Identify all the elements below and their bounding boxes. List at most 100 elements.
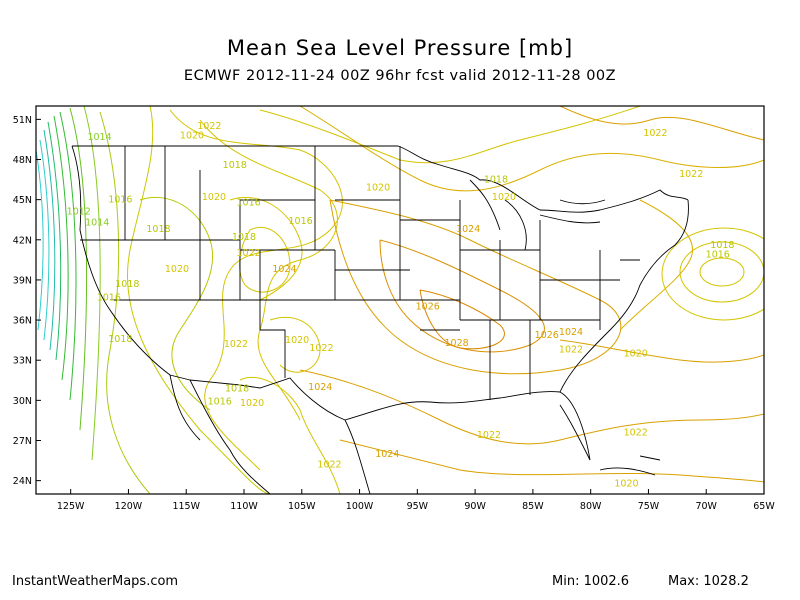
lat-label: 36N [13,316,32,327]
isobar-line [36,149,44,331]
isobar-label: 1028 [445,338,469,349]
isobar-line [339,439,764,483]
isobar-label: 1018 [232,232,256,243]
isobar-label: 1024 [456,224,480,235]
lat-label: 42N [13,235,32,246]
contour-labels: 1014 102010221018102010181020102210221016… [67,121,735,489]
isobar-label: 1016 [208,397,232,408]
isobar-label: 1018 [115,279,139,290]
isobar-label: 1018 [225,383,249,394]
isobar-label: 1022 [237,248,261,259]
isobar-label: 1014 [85,217,109,228]
isobar-label: 1024 [559,327,583,338]
isobar-line [699,257,745,287]
isobar-line [99,111,151,494]
pacific-coast [71,145,191,381]
isobar-line [229,196,303,301]
lat-label: 30N [13,396,32,407]
lon-label: 105W [288,501,316,512]
isobar-line [169,109,343,471]
isobar-label: 1018 [223,160,247,171]
isobar-label: 1026 [535,330,559,341]
isobar-line [329,199,622,375]
isobar-line [379,239,545,353]
isobar-label: 1022 [624,427,648,438]
isobar-label: 1022 [559,345,583,356]
isobar-line [299,369,764,445]
isobar-label: 1012 [67,207,91,218]
isobar-label: 1018 [146,224,170,235]
isobar-label: 1014 [87,132,111,143]
isobar-label: 1020 [240,398,264,409]
isobar-line [299,106,764,192]
lat-label: 33N [13,356,32,367]
isobar-line [39,139,50,341]
isobar-line [69,107,88,431]
isobar-line [53,115,69,381]
gulf-coast [344,391,591,461]
isobar-label: 1022 [197,121,221,132]
isobar-label: 1016 [108,195,132,206]
lat-label: 51N [13,115,32,126]
lon-label: 95W [407,501,429,512]
lon-label: 85W [522,501,544,512]
lon-label: 120W [115,501,143,512]
isobar-label: 1020 [180,130,204,141]
lat-label: 24N [13,476,32,487]
political-borders [71,145,689,494]
isobar-label: 1016 [289,216,313,227]
isobar-label: 1016 [706,250,730,261]
lon-label: 115W [172,501,200,512]
max-value: Max: 1028.2 [668,574,749,589]
page-subtitle: ECMWF 2012-11-24 00Z 96hr fcst valid 201… [183,68,617,84]
state-line [80,146,640,400]
isobar-line [199,119,338,421]
lat-label: 48N [13,155,32,166]
caribbean-islands [599,455,661,476]
isobar-label: 1024 [375,449,399,460]
isobar-layer [36,106,764,494]
lon-label: 110W [230,501,258,512]
page-title: Mean Sea Level Pressure [mb] [226,36,574,60]
mexico-coast [169,374,371,494]
isobar-label: 1022 [224,339,248,350]
isobar-line [83,106,101,461]
isobar-label: 1016 [237,197,261,208]
isobar-label: 1020 [624,349,648,360]
isobar-label: 1022 [643,128,667,139]
isobar-line [43,129,56,351]
lon-label: 70W [695,501,717,512]
isobar-line [259,106,641,164]
isobar-label: 1022 [317,460,341,471]
isobar-label: 1024 [272,264,296,275]
isobar-label: 1026 [416,302,440,313]
isobar-line [679,241,764,303]
isobar-label: 1020 [202,192,226,203]
lat-label: 39N [13,275,32,286]
isobar-line [559,339,764,363]
lat-label: 45N [13,195,32,206]
isobar-label: 1018 [710,240,734,251]
isobar-label: 1020 [614,478,638,489]
lon-label: 100W [346,501,374,512]
isobar-line [47,121,62,361]
lon-label: 65W [753,501,775,512]
isobar-label: 1018 [484,175,508,186]
isobar-label: 1022 [679,169,703,180]
isobar-label: 1020 [285,335,309,346]
mexico-border [189,377,346,421]
isobar-label: 1020 [492,192,516,203]
lon-label: 75W [638,501,660,512]
isobar-line [239,376,341,494]
great-lakes [469,179,606,251]
lon-label: 125W [57,501,85,512]
isobar-line [126,106,271,494]
isobar-label: 1022 [309,343,333,354]
isobar-line [269,316,321,373]
map-frame [35,105,765,495]
atlantic-coast [559,199,689,393]
isobar-line [661,227,764,321]
min-value: Min: 1002.6 [552,574,630,589]
isobar-label: 1016 [97,292,121,303]
